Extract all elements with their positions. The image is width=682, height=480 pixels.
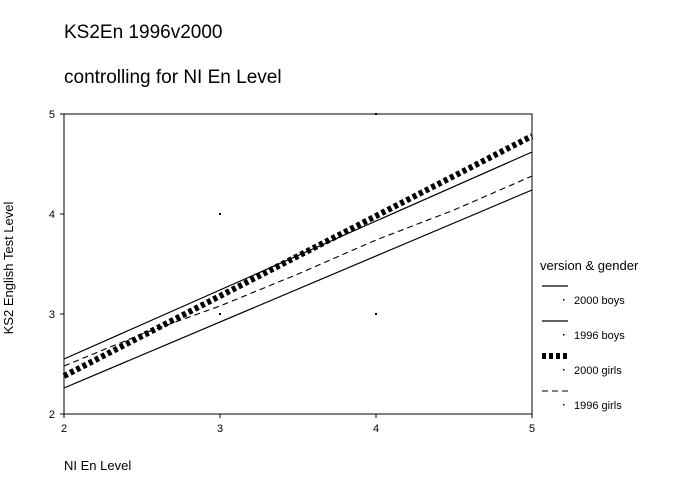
- data-point-0: [219, 213, 221, 215]
- chart-title: KS2En 1996v2000: [64, 22, 223, 43]
- y-tick-label-1: 3: [49, 309, 55, 321]
- series-line-3: [63, 175, 533, 367]
- series-line-0: [63, 151, 533, 360]
- data-point-2: [375, 313, 377, 315]
- legend-label-2: 2000 girls: [574, 365, 622, 377]
- legend-dot-3: [563, 404, 565, 406]
- legend-label-1: 1996 boys: [574, 330, 625, 342]
- series-line-2: [62, 133, 534, 379]
- x-tick-label-0: 2: [61, 423, 67, 435]
- legend-label-3: 1996 girls: [574, 400, 622, 412]
- data-point-1: [219, 313, 221, 315]
- x-tick-label-1: 3: [217, 423, 223, 435]
- legend-dot-1: [563, 334, 565, 336]
- x-axis-label: NI En Level: [64, 458, 131, 473]
- series-line-1: [63, 189, 533, 389]
- x-tick-label-2: 4: [373, 423, 379, 435]
- chart-subtitle: controlling for NI En Level: [64, 67, 282, 88]
- x-tick-label-3: 5: [529, 423, 535, 435]
- y-tick-label-3: 5: [49, 109, 55, 121]
- legend-label-0: 2000 boys: [574, 295, 625, 307]
- legend-dot-0: [563, 299, 565, 301]
- legend-dot-2: [563, 369, 565, 371]
- plot-frame: [63, 113, 533, 415]
- legend-title: version & gender: [540, 258, 639, 273]
- y-tick-label-2: 4: [49, 209, 55, 221]
- y-axis-label: KS2 English Test Level: [1, 202, 16, 335]
- y-tick-label-0: 2: [49, 409, 55, 421]
